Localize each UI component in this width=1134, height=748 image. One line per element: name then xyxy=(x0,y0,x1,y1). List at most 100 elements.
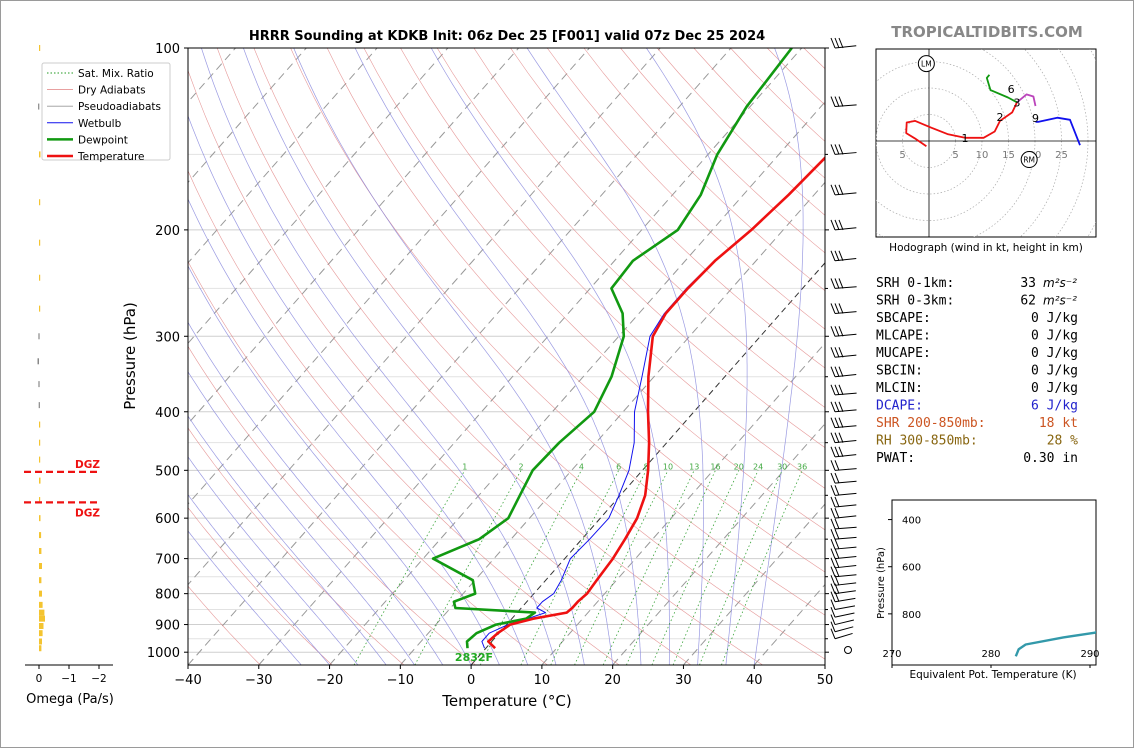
mixing-ratio-line xyxy=(672,470,759,665)
omega-tick-label: −2 xyxy=(91,673,106,685)
theta-e-panel: 270280290300310320400600800 xyxy=(882,499,1100,668)
mixing-ratio-label: 36 xyxy=(797,462,807,471)
wind-barb-flag xyxy=(834,557,840,568)
mixing-ratio-line xyxy=(520,470,620,665)
theta-e-plot xyxy=(1014,630,1096,657)
wind-barb-flag xyxy=(830,326,836,337)
x-tick-label: −30 xyxy=(245,673,272,688)
mixing-ratio-label: 13 xyxy=(689,462,699,471)
wind-barb-flag xyxy=(834,496,840,508)
omega-bar xyxy=(39,477,41,484)
wind-barb-flag xyxy=(830,557,836,568)
index-value: 0 J/kg xyxy=(1031,381,1078,396)
theta-e-y-tick-label: 600 xyxy=(902,563,921,574)
wind-barbs xyxy=(830,37,857,640)
moist-adiabat xyxy=(354,48,642,665)
surface-calm-wind-icon xyxy=(844,646,852,654)
isotherm xyxy=(188,48,590,505)
omega-bar xyxy=(38,402,40,409)
hodograph-panel: 551015202512369LMRM xyxy=(875,48,1097,238)
omega-bar xyxy=(39,497,41,504)
index-value: 33 xyxy=(1020,276,1036,291)
wind-barb-flag xyxy=(834,303,840,314)
wind-barb-flag xyxy=(830,347,836,358)
moist-adiabat xyxy=(188,494,330,665)
moist-adiabat xyxy=(188,530,302,665)
dry-adiabat xyxy=(188,69,692,665)
isotherm xyxy=(541,342,825,665)
x-tick-label: 20 xyxy=(604,673,621,688)
omega-bar xyxy=(39,239,41,246)
x-tick-label: 10 xyxy=(534,673,551,688)
hodograph-ring-label: 15 xyxy=(1002,150,1015,161)
dry-adiabat xyxy=(188,260,548,665)
y-tick-label: 500 xyxy=(155,464,180,479)
hodograph-height-label: 2 xyxy=(997,111,1004,124)
wind-barb-flag xyxy=(830,575,836,586)
omega-bar xyxy=(38,333,40,340)
mixing-ratio-label: 20 xyxy=(734,462,744,471)
dgz-label: DGZ xyxy=(75,507,100,519)
wind-barb-flag xyxy=(834,460,840,471)
wind-barb-flag xyxy=(830,485,836,496)
mixing-ratio-label: 10 xyxy=(663,462,673,471)
dry-adiabat xyxy=(188,170,620,665)
legend-label: Sat. Mix. Ratio xyxy=(78,68,154,80)
wind-barb-flag xyxy=(830,507,836,519)
moist-adiabat xyxy=(188,415,387,665)
wind-barb-flag xyxy=(834,432,840,443)
legend-label: Pseudoadiabats xyxy=(78,101,161,113)
dry-adiabat xyxy=(216,48,763,665)
dry-adiabat xyxy=(188,507,333,665)
wind-barb-flag xyxy=(834,347,840,358)
wind-barb-flag xyxy=(830,401,836,412)
wind-barb-shaft xyxy=(834,626,854,633)
index-value: 0 J/kg xyxy=(1031,311,1078,326)
hodograph-frame xyxy=(875,48,1097,238)
index-unit: m²s⁻² xyxy=(1043,276,1077,290)
omega-panel: 0 −1 −2 DGZ DGZ xyxy=(24,45,113,685)
moist-adiabat xyxy=(646,48,748,665)
wind-barb-flag xyxy=(830,219,836,231)
hodograph-height-label: 9 xyxy=(1032,112,1039,125)
omega-tick-label: 0 xyxy=(36,673,43,685)
mixing-ratio-label: 24 xyxy=(753,462,763,471)
index-value: 6 J/kg xyxy=(1031,399,1078,414)
theta-e-x-tick-label: 280 xyxy=(981,649,1000,660)
isotherm xyxy=(188,48,520,425)
wind-barb-flag xyxy=(830,96,836,107)
mixing-ratio-label: 4 xyxy=(579,462,584,471)
index-value: 0 J/kg xyxy=(1031,346,1078,361)
wind-barb-flag xyxy=(834,518,840,530)
hodograph-caption: Hodograph (wind in kt, height in km) xyxy=(889,242,1083,254)
dgz-label: DGZ xyxy=(75,459,100,471)
wind-barb-flag xyxy=(834,366,840,377)
wind-barb-flag xyxy=(834,566,840,577)
theta-e-y-tick-label: 400 xyxy=(902,516,921,527)
wind-barb-flag xyxy=(830,528,836,540)
isotherm xyxy=(329,101,825,665)
wind-barb-flag xyxy=(830,250,836,261)
rm-marker xyxy=(1020,151,1038,169)
wind-barb-flag xyxy=(830,366,836,377)
moist-adiabat xyxy=(753,48,804,665)
omega-bar xyxy=(39,532,42,539)
x-tick-label: −20 xyxy=(316,673,343,688)
mixing-ratio-line xyxy=(651,470,740,665)
wind-barb-flag xyxy=(834,548,840,559)
index-value: 0 J/kg xyxy=(1031,364,1078,379)
wind-barb-flag xyxy=(830,432,836,443)
omega-bar xyxy=(38,103,40,110)
wind-barb-flag xyxy=(834,472,840,484)
y-tick-label: 700 xyxy=(155,553,180,568)
hodograph-ring-label: 5 xyxy=(952,150,958,161)
omega-bar xyxy=(39,274,41,281)
dry-adiabat xyxy=(326,48,825,573)
omega-bar xyxy=(39,421,41,428)
y-tick-label: 1000 xyxy=(147,646,180,661)
theta-e-xlabel: Equivalent Pot. Temperature (K) xyxy=(909,669,1076,681)
omega-bar xyxy=(39,630,43,637)
wind-barb-flag xyxy=(838,219,844,231)
omega-bar xyxy=(39,645,42,652)
